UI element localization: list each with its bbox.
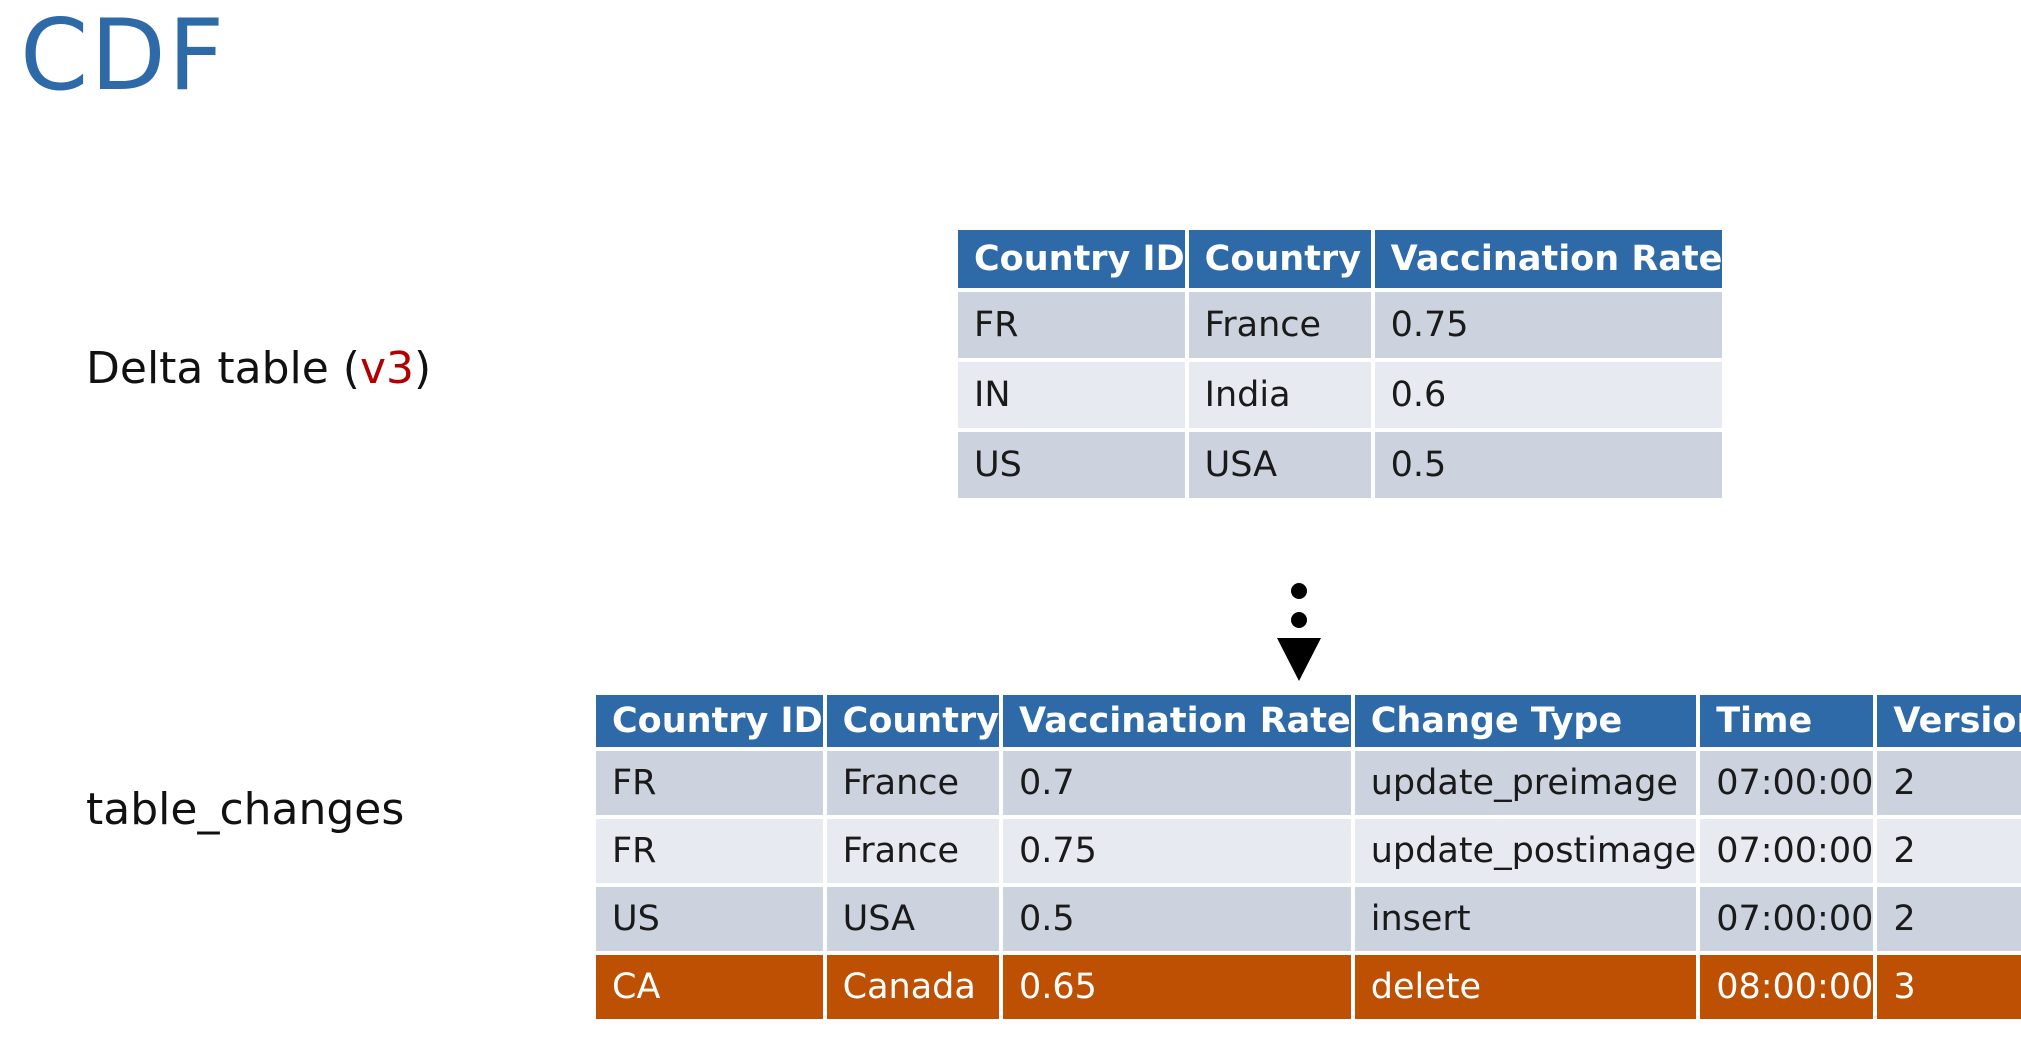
cell-version: 2 — [1877, 819, 2021, 883]
column-header-vaccination-rate: Vaccination Rate — [1003, 695, 1351, 747]
cell-country-id: FR — [596, 819, 823, 883]
cell-vaccination-rate: 0.7 — [1003, 751, 1351, 815]
column-header-country-id: Country ID — [596, 695, 823, 747]
column-header-country: Country — [1188, 230, 1371, 288]
column-header-country-id: Country ID — [958, 230, 1185, 288]
cell-country: USA — [1188, 432, 1371, 498]
delta-label-prefix: Delta table ( — [86, 343, 360, 394]
cell-vaccination-rate: 0.75 — [1374, 292, 1723, 358]
table-changes: Country ID Country Vaccination Rate Chan… — [592, 691, 2021, 1023]
table-row-deleted: CA Canada 0.65 delete 08:00:00 3 — [596, 955, 2021, 1019]
cell-country-id: IN — [958, 362, 1185, 428]
column-header-country: Country — [826, 695, 1000, 747]
column-header-time: Time — [1700, 695, 1874, 747]
column-header-vaccination-rate: Vaccination Rate — [1374, 230, 1723, 288]
dotted-down-arrow-icon — [1277, 583, 1321, 681]
cell-country: France — [826, 751, 1000, 815]
cell-country: Canada — [826, 955, 1000, 1019]
column-header-change-type: Change Type — [1354, 695, 1697, 747]
cell-vaccination-rate: 0.5 — [1374, 432, 1723, 498]
cell-vaccination-rate: 0.75 — [1003, 819, 1351, 883]
cell-country-id: FR — [596, 751, 823, 815]
cell-country-id: US — [958, 432, 1185, 498]
cell-country-id: FR — [958, 292, 1185, 358]
cell-vaccination-rate: 0.5 — [1003, 887, 1351, 951]
cell-country: India — [1188, 362, 1371, 428]
cell-country-id: CA — [596, 955, 823, 1019]
cell-change-type: update_preimage — [1354, 751, 1697, 815]
cell-country: USA — [826, 887, 1000, 951]
cell-time: 07:00:00 — [1700, 887, 1874, 951]
cell-country: France — [1188, 292, 1371, 358]
cell-change-type: delete — [1354, 955, 1697, 1019]
table-row: FR France 0.7 update_preimage 07:00:00 2 — [596, 751, 2021, 815]
cell-time: 07:00:00 — [1700, 819, 1874, 883]
delta-table-label: Delta table (v3) — [86, 343, 431, 395]
cell-vaccination-rate: 0.65 — [1003, 955, 1351, 1019]
delta-label-suffix: ) — [414, 343, 432, 394]
table-row: US USA 0.5 — [958, 432, 1723, 498]
column-header-version: Version — [1877, 695, 2021, 747]
table-changes-label: table_changes — [86, 784, 405, 835]
header-row: Country ID Country Vaccination Rate — [958, 230, 1723, 288]
table-row: US USA 0.5 insert 07:00:00 2 — [596, 887, 2021, 951]
cell-change-type: update_postimage — [1354, 819, 1697, 883]
delta-table: Country ID Country Vaccination Rate FR F… — [954, 226, 1726, 502]
cell-version: 2 — [1877, 887, 2021, 951]
table-row: IN India 0.6 — [958, 362, 1723, 428]
cell-change-type: insert — [1354, 887, 1697, 951]
cell-country-id: US — [596, 887, 823, 951]
header-row: Country ID Country Vaccination Rate Chan… — [596, 695, 2021, 747]
slide-title: CDF — [20, 0, 227, 113]
cell-version: 3 — [1877, 955, 2021, 1019]
delta-version: v3 — [359, 343, 415, 394]
table-row: FR France 0.75 — [958, 292, 1723, 358]
cell-country: France — [826, 819, 1000, 883]
table-row: FR France 0.75 update_postimage 07:00:00… — [596, 819, 2021, 883]
cell-time: 07:00:00 — [1700, 751, 1874, 815]
cell-version: 2 — [1877, 751, 2021, 815]
cell-time: 08:00:00 — [1700, 955, 1874, 1019]
cell-vaccination-rate: 0.6 — [1374, 362, 1723, 428]
